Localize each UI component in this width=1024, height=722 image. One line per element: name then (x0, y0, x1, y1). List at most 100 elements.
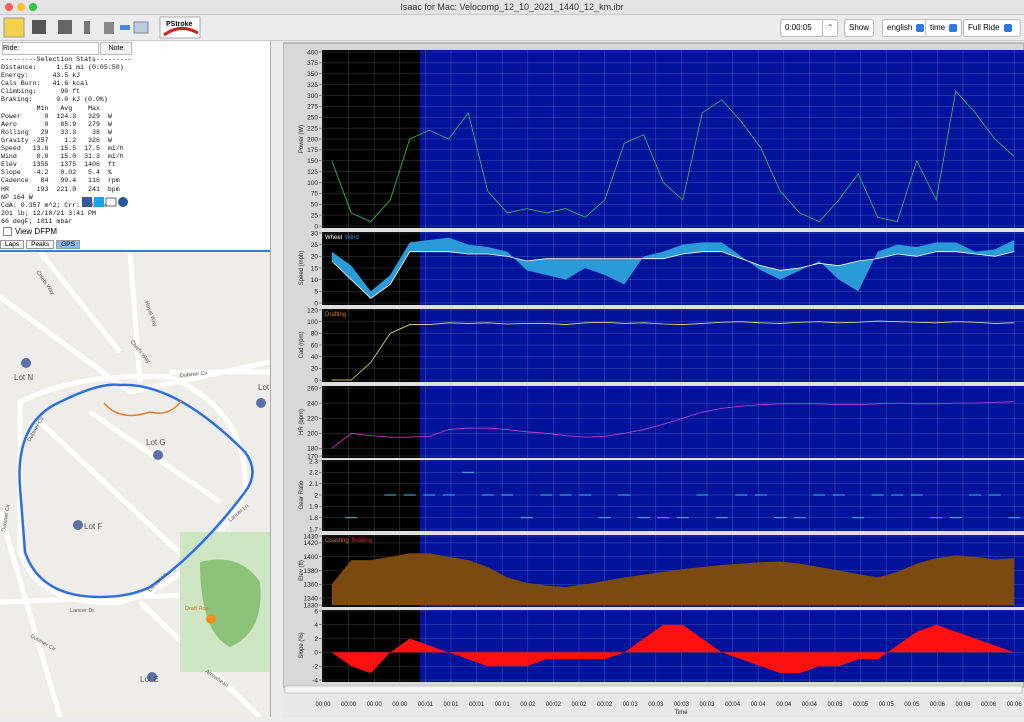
tab[interactable]: Laps (0, 240, 25, 249)
save-as-button[interactable] (58, 20, 72, 34)
panel-divider (322, 382, 1024, 386)
stats-line: Distance: 1.51 mi (0:05:50) (1, 64, 124, 72)
stats-line: Power 0 124.3 329 W (1, 112, 112, 120)
y-tick-label: 1360 (304, 582, 319, 589)
y-tick-label: 1340 (304, 595, 319, 602)
x-mode-value: time (930, 23, 946, 32)
y-tick-label: 275 (307, 104, 318, 111)
unselected-region (322, 460, 420, 531)
y-tick-label: 1430 (304, 533, 319, 540)
toolbar: PStroke 0:00:05 ⌃ Show english time Full… (0, 15, 1024, 41)
minimize-button[interactable] (17, 3, 25, 11)
close-button[interactable] (5, 3, 13, 11)
y-tick-label: 150 (307, 158, 318, 165)
stats-line: Rolling 29 33.3 38 W (1, 128, 112, 136)
twitter-icon[interactable] (94, 197, 104, 207)
y-tick-label: 125 (307, 169, 318, 176)
units-select[interactable]: english (882, 19, 930, 37)
x-tick-label: 00:06 (955, 702, 971, 708)
panel-divider (322, 305, 1024, 309)
map-label: Draft Roo (185, 606, 209, 612)
unselected-region (322, 50, 420, 228)
open-button[interactable] (3, 17, 25, 38)
x-tick-label: 00:04 (725, 702, 741, 708)
stats-line: Min Avg Max (1, 104, 100, 112)
x-tick-label: 00:05 (827, 702, 843, 708)
wheel-line (331, 251, 1015, 299)
logo-swoosh (163, 27, 199, 37)
x-mode-select[interactable]: time (925, 19, 963, 37)
scrollbar[interactable] (284, 685, 1023, 694)
x-tick-label: 00:02 (546, 702, 562, 708)
show-button[interactable]: Show (844, 19, 875, 37)
x-tick-label: 00:02 (520, 702, 536, 708)
window-title: Isaac for Mac: Velocomp_12_10_2021_1440_… (400, 2, 624, 12)
y-tick-label: 1.8 (309, 515, 318, 522)
y-tick-label: 2 (314, 636, 318, 643)
x-tick-label: 00:01 (443, 702, 459, 708)
checkbox-box[interactable] (3, 227, 12, 237)
stats-line: Cadence 84 99.4 116 rpm (1, 177, 120, 185)
y-tick-label: 400 (307, 49, 318, 56)
y-tick-label: 1420 (304, 540, 319, 547)
series-line (331, 401, 1015, 449)
stats-line: Speed 13.6 15.5 17.5 mi/h (1, 145, 124, 153)
stats-line: Cals Burn: 41.6 kcal (1, 80, 89, 88)
y-tick-label: 75 (311, 191, 319, 198)
usb-button[interactable] (84, 21, 90, 34)
time-field[interactable]: 0:00:05 (780, 19, 824, 37)
y-tick-label: 25 (311, 242, 319, 249)
facebook-icon[interactable] (82, 197, 92, 207)
y-tick-label: 260 (307, 385, 318, 392)
stats-line: HR 193 221.0 241 bpm (1, 185, 120, 193)
y-tick-label: 80 (311, 331, 319, 338)
y-tick-label: 60 (311, 342, 319, 349)
zoom-button[interactable] (29, 3, 37, 11)
ride-field[interactable]: Ride: (2, 42, 99, 55)
legend-label: Drafting (325, 312, 346, 318)
save-button[interactable] (32, 20, 46, 34)
dfpm-checkbox[interactable]: View DFPM (3, 227, 57, 237)
legend-label: Wind (345, 235, 359, 241)
y-tick-label: 325 (307, 82, 318, 89)
y-tick-label: 300 (307, 93, 318, 100)
tab[interactable]: GPS (56, 240, 80, 249)
unselected-region (322, 386, 420, 458)
x-tick-label: 00:04 (802, 702, 818, 708)
x-tick-label: 00:00 (392, 702, 408, 708)
selection-route (103, 399, 183, 417)
stats-panel: ---------Selection Stats--------- Distanc… (1, 56, 132, 226)
x-tick-label: 00:05 (904, 702, 920, 708)
note-button[interactable]: Note (100, 42, 132, 55)
series-area (331, 624, 1015, 674)
y-tick-label: 2 (314, 492, 318, 499)
tab[interactable]: Peaks (26, 240, 55, 249)
legend-label: Braking (352, 538, 372, 544)
hand-button[interactable] (104, 22, 114, 34)
stats-line: Aero 0 85.9 279 W (1, 120, 112, 128)
y-tick-label: 6 (314, 608, 318, 615)
y-tick-label: 1.7 (309, 526, 318, 533)
stats-line: Braking: 0.0 kJ (0.0%) (1, 96, 108, 104)
stepper[interactable]: ⌃ (822, 19, 838, 37)
x-tick-label: 00:04 (751, 702, 767, 708)
computer-button[interactable] (133, 21, 149, 34)
x-tick-label: 00:02 (571, 702, 587, 708)
x-tick-label: 00:04 (776, 702, 792, 708)
panel-divider (322, 607, 1024, 610)
map-label: Lancer Dr (70, 608, 94, 614)
route (18, 383, 254, 599)
y-tick-label: 375 (307, 60, 318, 67)
range-select[interactable]: Full Ride (963, 19, 1021, 37)
share-icons (82, 197, 128, 207)
web-icon[interactable] (118, 197, 128, 207)
logo-text: PStroke (166, 21, 193, 28)
x-tick-label: 00:05 (853, 702, 869, 708)
x-tick-label: 00:02 (597, 702, 613, 708)
y-tick-label: 0 (314, 650, 318, 657)
stats-line: ---------Selection Stats--------- (1, 56, 132, 63)
mail-icon[interactable] (105, 197, 117, 207)
y-tick-label: 1.9 (309, 504, 318, 511)
map-label: Lot H (258, 383, 270, 392)
